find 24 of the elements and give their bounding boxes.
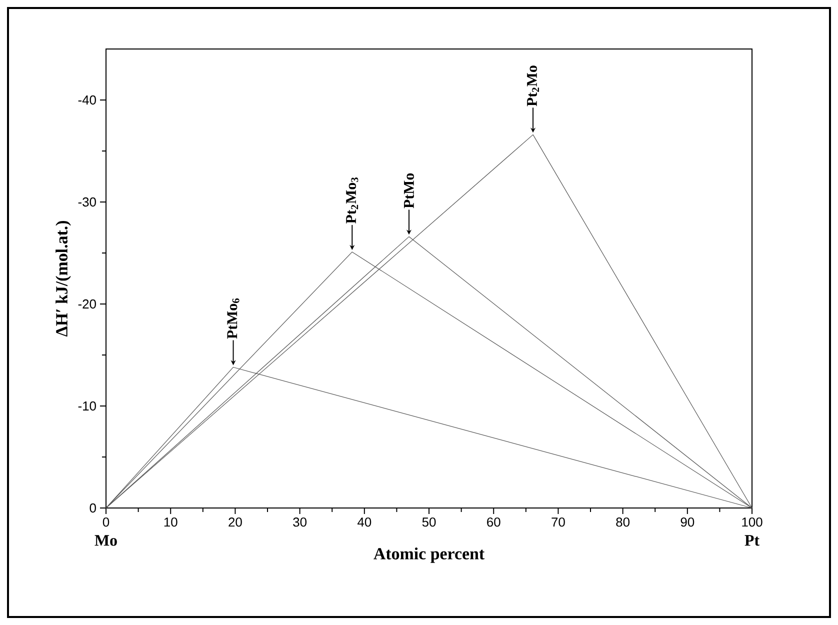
x-tick-label: 20	[228, 518, 242, 527]
x-tick-label: 30	[293, 518, 307, 527]
text: Pt	[744, 535, 760, 546]
x-tick-label: 0	[102, 518, 110, 527]
annotation: PtMo$_{6}$	[227, 298, 240, 339]
x-tick-label: 40	[358, 518, 372, 527]
x-tick-label: 50	[422, 518, 436, 527]
x-tick-label: 90	[680, 518, 694, 527]
y-tick-label: -30	[78, 197, 96, 207]
x-axis-title: Atomic percent	[374, 548, 485, 563]
x-tick-label: 70	[552, 518, 565, 527]
y-tick-label: -20	[78, 299, 96, 309]
y-tick-label: -40	[78, 95, 96, 105]
annotation: Pt$_{2}$Mo	[527, 66, 539, 106]
y-tick-label: 0	[90, 503, 96, 513]
annotation: PtMo	[404, 173, 414, 208]
text: Mo	[94, 535, 117, 546]
x-tick-label: 10	[164, 518, 178, 527]
x-tick-label: 60	[487, 518, 500, 527]
y-axis-title: ΔH′ kJ/(mol.at.)	[56, 220, 71, 337]
x-tick-label: 80	[616, 518, 630, 527]
y-tick-label: -10	[78, 401, 96, 411]
annotation: Pt$_{2}$Mo$_{3}$	[346, 177, 358, 224]
x-tick-label: 100	[742, 518, 762, 527]
